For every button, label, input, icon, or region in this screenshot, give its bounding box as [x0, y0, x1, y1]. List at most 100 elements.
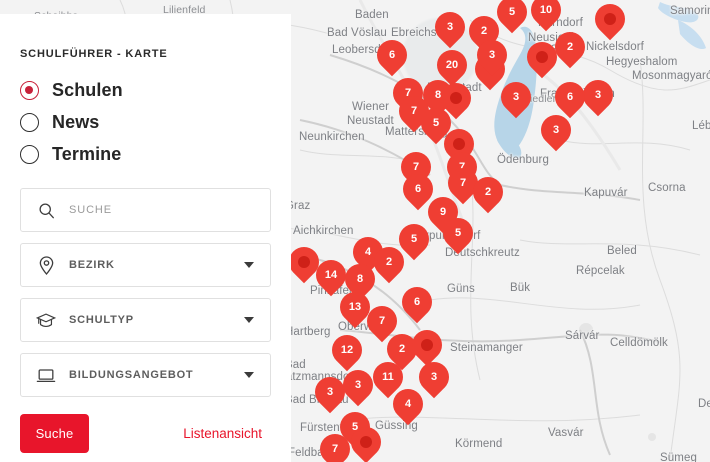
map-place-label: Bad Vöslau	[327, 27, 387, 39]
map-place-label: Répcelak	[576, 265, 625, 277]
map-marker[interactable]: 5	[392, 217, 436, 266]
radio-indicator-news[interactable]	[20, 112, 39, 132]
map-marker[interactable]: 20	[430, 43, 474, 92]
map-marker-count: 8	[434, 88, 442, 101]
map-marker[interactable]: 7	[441, 161, 485, 210]
map-marker[interactable]: 3	[412, 355, 456, 404]
search-placeholder: SUCHE	[69, 204, 113, 216]
map-place-label: Lébény	[692, 120, 710, 132]
map-pin-dot	[453, 138, 465, 150]
map-place-label: Sümeg	[660, 452, 697, 462]
map-marker-count: 4	[404, 397, 412, 410]
map-pin-dot	[450, 92, 462, 104]
map-marker[interactable]	[282, 240, 326, 289]
map-place-label: Csorna	[648, 182, 686, 194]
map-place-label: Deutschkreutz	[445, 247, 520, 259]
map-marker[interactable]: 9	[421, 190, 465, 239]
map-marker[interactable]: 6	[370, 33, 414, 82]
dropdown-schultyp-label: SCHULTYP	[69, 314, 134, 326]
map-marker[interactable]: 7	[394, 145, 438, 194]
map-marker[interactable]: 2	[367, 240, 411, 289]
map-marker[interactable]	[434, 76, 478, 125]
map-marker[interactable]	[520, 35, 564, 84]
map-marker[interactable]	[405, 323, 449, 372]
map-place-label: Graz	[285, 200, 311, 212]
map-marker[interactable]: 7	[392, 89, 436, 138]
map-place-label: Güns	[447, 283, 475, 295]
map-place-label: Hartberg	[285, 326, 331, 338]
map-marker[interactable]: 13	[333, 285, 377, 334]
chevron-down-icon[interactable]	[244, 372, 254, 378]
map-marker[interactable]	[588, 0, 632, 46]
map-marker[interactable]: 2	[380, 327, 424, 376]
map-marker[interactable]: 2	[548, 25, 592, 74]
map-marker[interactable]: 6	[396, 167, 440, 216]
map-marker-count: 14	[324, 268, 338, 281]
map-marker[interactable]: 7	[313, 427, 357, 462]
radio-option-news[interactable]: News	[20, 106, 271, 138]
radio-option-schulen[interactable]: Schulen	[20, 74, 271, 106]
map-marker[interactable]: 8	[338, 257, 382, 306]
map-marker[interactable]: 5	[490, 0, 534, 39]
map-marker-count: 3	[552, 123, 560, 136]
chevron-down-icon[interactable]	[244, 262, 254, 268]
map-marker[interactable]: 5	[414, 101, 458, 150]
map-marker[interactable]: 10	[524, 0, 568, 37]
map-marker[interactable]: 5	[436, 211, 480, 260]
map-marker[interactable]: 3	[308, 370, 352, 419]
map-marker[interactable]: 3	[470, 33, 514, 82]
map-marker[interactable]: 6	[395, 280, 439, 329]
radio-indicator-schulen[interactable]	[20, 80, 39, 100]
map-marker[interactable]	[437, 122, 481, 171]
map-marker[interactable]	[344, 420, 388, 462]
map-marker-count: 6	[566, 90, 574, 103]
dropdown-schultyp[interactable]: SCHULTYP	[20, 298, 271, 342]
map-place-label: Aichkirchen	[293, 225, 354, 237]
map-marker-count: 3	[512, 90, 520, 103]
search-input[interactable]: SUCHE	[20, 188, 271, 232]
map-place-label: Baden	[355, 9, 389, 21]
map-marker[interactable]: 11	[366, 355, 410, 404]
radio-label-termine: Termine	[52, 143, 122, 164]
map-marker[interactable]: 7	[360, 299, 404, 348]
dropdown-bezirk[interactable]: BEZIRK	[20, 243, 271, 287]
map-marker-count: 5	[351, 420, 359, 433]
map-marker[interactable]: 14	[309, 253, 353, 302]
map-marker[interactable]: 3	[576, 73, 620, 122]
map-marker[interactable]: 3	[534, 108, 578, 157]
map-marker-count: 7	[458, 160, 466, 173]
map-marker[interactable]: 5	[333, 405, 377, 454]
map-marker[interactable]: 7	[440, 145, 484, 194]
radio-option-termine[interactable]: Termine	[20, 138, 271, 170]
map-marker-count: 3	[430, 370, 438, 383]
map-marker[interactable]: 7	[386, 71, 430, 120]
map-marker[interactable]: 2	[462, 9, 506, 58]
map-marker-count: 3	[488, 48, 496, 61]
map-marker-count: 12	[340, 343, 354, 356]
map-marker[interactable]: 12	[325, 328, 369, 377]
map-marker[interactable]: 4	[346, 230, 390, 279]
laptop-icon	[35, 364, 57, 386]
map-marker-count: 7	[412, 160, 420, 173]
search-button[interactable]: Suche	[20, 414, 89, 453]
map-marker[interactable]: 4	[386, 382, 430, 431]
map-marker-count: 7	[378, 314, 386, 327]
map-marker-count: 4	[364, 245, 372, 258]
map-pin-dot	[536, 51, 548, 63]
dropdown-bildungsangebot[interactable]: BILDUNGSANGEBOT	[20, 353, 271, 397]
map-marker[interactable]: 8	[416, 73, 460, 122]
map-marker[interactable]: 3	[428, 5, 472, 54]
map-marker-count: 8	[356, 272, 364, 285]
map-place-label: Beled	[607, 245, 637, 257]
map-marker[interactable]: 3	[494, 75, 538, 124]
view-mode-radio-group[interactable]: Schulen News Termine	[20, 74, 271, 170]
radio-indicator-termine[interactable]	[20, 144, 39, 164]
list-view-link[interactable]: Listenansicht	[183, 426, 262, 441]
map-pin-dot	[360, 436, 372, 448]
map-pin-dot	[298, 256, 310, 268]
chevron-down-icon[interactable]	[244, 317, 254, 323]
map-marker[interactable]: 3	[336, 363, 380, 412]
map-place-label: Sárvár	[565, 330, 600, 342]
map-marker[interactable]: 6	[548, 75, 592, 124]
map-marker[interactable]: 2	[466, 170, 510, 219]
